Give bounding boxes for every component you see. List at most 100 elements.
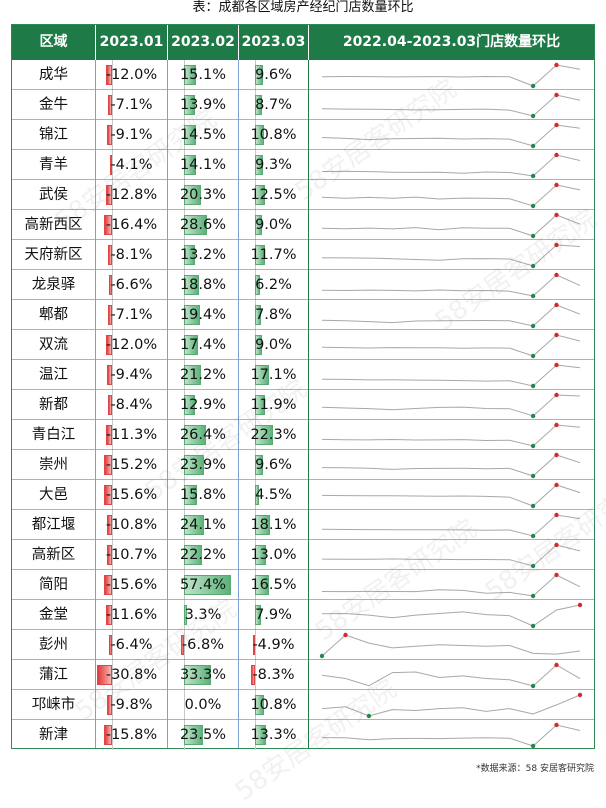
sparkline-min-point — [530, 683, 536, 689]
table-row: 金牛 -7.1% 13.9% 8.7% — [12, 90, 594, 120]
zero-axis — [112, 90, 113, 120]
table-row: 郫都 -7.1% 19.4% 7.8% — [12, 300, 594, 330]
mom-value: 33.3% — [179, 667, 227, 683]
sparkline-max-point — [554, 452, 559, 458]
mom-cell-1: -15.6% — [96, 570, 167, 600]
mom-cell-1: -4.1% — [96, 150, 167, 180]
sparkline-max-point — [577, 692, 583, 698]
region-name: 锦江 — [39, 127, 68, 143]
header-month-3: 2023.03 — [241, 34, 306, 50]
row-divider — [12, 509, 594, 510]
mom-value: -12.0% — [105, 337, 158, 353]
sparkline-path — [321, 664, 581, 687]
positive-bar — [255, 65, 263, 85]
table-row: 大邑 -15.6% 15.8% 4.5% — [12, 480, 594, 510]
mom-cell-2: 3.3% — [168, 600, 238, 630]
sparkline-max-point — [554, 212, 559, 218]
region-name: 邛崃市 — [31, 697, 76, 713]
region-name: 成华 — [39, 67, 68, 83]
negative-bar — [106, 545, 112, 565]
region-name: 蒲江 — [39, 667, 68, 683]
header-divider — [167, 25, 168, 60]
positive-bar — [255, 545, 266, 565]
mom-cell-2: 12.9% — [168, 390, 238, 420]
trend-sparkline — [321, 62, 581, 89]
trend-sparkline — [321, 122, 581, 149]
sparkline-max-point — [554, 572, 559, 578]
table-row: 青白江 -11.3% 26.4% 22.3% — [12, 420, 594, 450]
mom-value: -9.8% — [110, 697, 153, 713]
mom-value: -6.4% — [110, 637, 153, 653]
mom-value: 24.1% — [179, 517, 227, 533]
mom-value: 9.0% — [255, 217, 292, 233]
mom-cell-3: 9.6% — [239, 450, 308, 480]
sparkline-min-point — [530, 443, 536, 449]
zero-axis — [112, 240, 113, 270]
mom-cell-2: -6.8% — [168, 630, 238, 660]
row-divider — [12, 719, 594, 720]
negative-bar — [109, 155, 112, 175]
trend-sparkline — [321, 332, 581, 359]
sparkline-min-point — [530, 413, 536, 419]
sparkline-max-point — [554, 62, 559, 68]
table-row: 锦江 -9.1% 14.5% 10.8% — [12, 120, 594, 150]
mom-value: 10.8% — [250, 127, 297, 143]
positive-bar — [184, 365, 202, 385]
row-divider — [12, 149, 594, 150]
positive-bar — [184, 305, 200, 325]
table-row: 简阳 -15.6% 57.4% 16.5% — [12, 570, 594, 600]
mom-cell-1: -15.2% — [96, 450, 167, 480]
mom-value: 14.5% — [179, 127, 227, 143]
zero-axis — [255, 630, 256, 660]
row-divider — [12, 629, 594, 630]
mom-value: 22.2% — [179, 547, 227, 563]
sparkline-path — [321, 634, 581, 657]
row-divider — [12, 419, 594, 420]
positive-bar — [184, 215, 208, 235]
sparkline-max-point — [554, 332, 559, 338]
header-region: 区域 — [39, 34, 68, 50]
region-name: 郫都 — [39, 307, 68, 323]
row-divider — [12, 239, 594, 240]
table-row: 双流 -12.0% 17.4% 9.0% — [12, 330, 594, 360]
region-name: 简阳 — [39, 577, 68, 593]
table-row: 彭州 -6.4% -6.8% -4.9% — [12, 630, 594, 660]
mom-cell-2: 26.4% — [168, 420, 238, 450]
mom-value: -9.4% — [110, 367, 153, 383]
row-divider — [12, 389, 594, 390]
sparkline-max-point — [577, 602, 583, 608]
row-divider — [12, 449, 594, 450]
trend-sparkline — [321, 242, 581, 269]
negative-bar — [108, 305, 112, 325]
zero-axis — [255, 660, 256, 690]
sparkline-path — [321, 724, 581, 747]
trend-sparkline — [321, 602, 583, 629]
mom-value: -6.6% — [110, 277, 153, 293]
zero-axis — [112, 420, 113, 450]
mom-value: 28.6% — [179, 217, 227, 233]
mom-value: 18.8% — [179, 277, 227, 293]
mom-value: 19.4% — [179, 307, 227, 323]
negative-bar — [106, 65, 112, 85]
positive-bar — [184, 65, 197, 85]
region-name: 新都 — [39, 397, 68, 413]
row-divider — [12, 569, 594, 570]
sparkline-path — [321, 394, 581, 417]
zero-axis — [112, 690, 113, 720]
mom-value: -10.7% — [105, 547, 158, 563]
positive-bar — [255, 485, 259, 505]
sparkline-min-point — [530, 203, 536, 209]
sparkline-min-point — [530, 293, 536, 299]
positive-bar — [255, 125, 264, 145]
positive-bar — [184, 95, 196, 115]
zero-axis — [184, 690, 185, 720]
mom-cell-2: 13.9% — [168, 90, 238, 120]
zero-axis — [112, 360, 113, 390]
sparkline-min-point — [530, 563, 536, 569]
mom-value: 13.9% — [179, 97, 227, 113]
mom-cell-1: -12.0% — [96, 60, 167, 90]
positive-bar — [184, 155, 196, 175]
region-name: 高新区 — [31, 547, 76, 563]
mom-value: 15.1% — [179, 67, 227, 83]
sparkline-path — [321, 154, 581, 177]
